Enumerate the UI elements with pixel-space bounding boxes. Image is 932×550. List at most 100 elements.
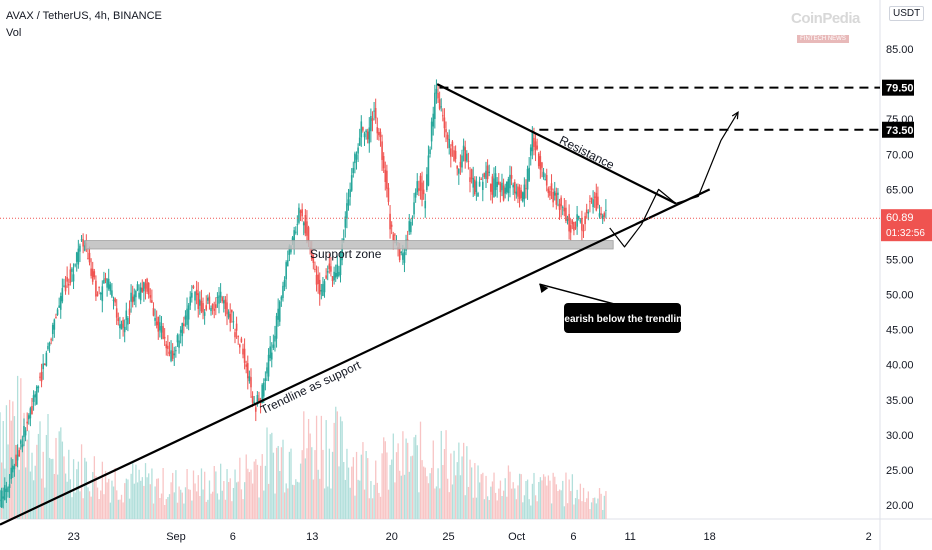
volume-bar <box>312 479 315 519</box>
volume-bar <box>208 480 211 519</box>
current-price-tag[interactable] <box>881 209 932 242</box>
candle-body <box>187 305 190 320</box>
volume-bar <box>550 503 553 519</box>
price-level-tag[interactable] <box>882 121 914 138</box>
volume-bar <box>453 450 455 519</box>
volume-indicator-label[interactable]: Vol <box>6 27 22 39</box>
candle-body <box>155 321 158 326</box>
candle-body <box>215 304 217 309</box>
candle-body <box>35 386 38 405</box>
volume-bar <box>287 488 289 519</box>
candle-body <box>454 150 457 159</box>
volume-bar <box>52 458 54 519</box>
volume-bar <box>563 506 566 519</box>
volume-bar <box>523 495 526 519</box>
candle-body <box>581 218 583 231</box>
volume-bar <box>87 487 89 519</box>
candle-body <box>135 290 137 298</box>
volume-bar <box>450 453 452 519</box>
candle-body <box>605 209 607 211</box>
candle-body <box>298 207 300 223</box>
candle-body <box>406 239 409 241</box>
candle-body <box>184 315 187 320</box>
price-level-tag[interactable] <box>882 79 914 96</box>
support-trendline-label: Trendline as support <box>258 358 363 417</box>
candle-body <box>373 110 375 112</box>
candle-body <box>557 192 559 196</box>
volume-bar <box>322 449 324 519</box>
support-trendline[interactable] <box>0 188 711 526</box>
candle-body <box>597 196 599 206</box>
candle-body <box>55 317 57 319</box>
volume-bar <box>531 483 534 519</box>
chart-title: AVAX / TetherUS, 4h, BINANCE <box>6 10 162 22</box>
candle-body <box>221 297 224 302</box>
volume-bar <box>419 421 422 519</box>
volume-bar <box>7 444 9 519</box>
candle-body <box>421 182 423 200</box>
candle-body <box>95 280 97 297</box>
candle-body <box>437 92 439 99</box>
volume-bar <box>466 446 468 519</box>
candle-body <box>133 294 136 302</box>
candle-body <box>360 121 363 138</box>
candle-body <box>69 269 72 284</box>
volume-bar <box>63 456 65 519</box>
volume-bar <box>605 491 607 519</box>
candle-body <box>539 156 542 170</box>
volume-bar <box>205 501 207 519</box>
candle-body <box>53 319 56 330</box>
candle-body <box>294 231 297 233</box>
candle-body <box>160 326 163 333</box>
candle-body <box>128 308 131 316</box>
candle-body <box>352 167 355 174</box>
volume-bar <box>277 445 279 519</box>
candle-body <box>171 350 174 359</box>
candle-body <box>83 245 86 251</box>
volume-bar <box>31 452 33 519</box>
candle-body <box>119 324 121 329</box>
volume-bar <box>509 471 511 519</box>
candle-body <box>288 246 291 255</box>
candle-body <box>584 216 586 225</box>
volume-bar <box>515 499 518 519</box>
candle-body <box>598 213 601 217</box>
volume-bar <box>416 445 418 519</box>
candle-body <box>93 271 96 278</box>
volume-bar <box>26 439 28 519</box>
candle-body <box>131 296 134 303</box>
volume-bar <box>196 491 198 519</box>
volume-bar <box>590 502 593 519</box>
volume-bar <box>381 453 383 519</box>
resistance-trendline[interactable] <box>436 83 677 205</box>
candle-body <box>5 488 8 493</box>
volume-bar <box>53 473 56 519</box>
volume-bar <box>560 490 562 519</box>
candle-body <box>475 181 478 193</box>
projected-path[interactable] <box>609 111 739 248</box>
support-zone-band[interactable] <box>84 240 614 250</box>
volume-bar <box>594 497 596 519</box>
candle-body <box>402 253 404 260</box>
currency-unit-badge[interactable]: USDT <box>889 6 925 21</box>
support-zone-label: Support zone <box>310 247 382 261</box>
volume-bar <box>50 459 52 519</box>
candle-body <box>323 281 326 293</box>
volume-bar <box>355 451 358 519</box>
volume-bar <box>272 452 275 519</box>
candle-body <box>573 221 575 231</box>
volume-bar <box>47 414 49 519</box>
candle-body <box>587 212 590 214</box>
volume-bar <box>28 430 30 519</box>
volume-bar <box>215 471 217 519</box>
annotation-callout[interactable] <box>564 303 681 333</box>
projected-path-arrowhead <box>731 111 739 120</box>
volume-bar <box>534 495 537 519</box>
volume-bar <box>549 480 551 519</box>
volume-bar <box>397 443 399 519</box>
volume-bar <box>167 497 169 519</box>
time-axis-tick-label: Oct <box>508 531 525 543</box>
volume-bar <box>108 478 110 519</box>
